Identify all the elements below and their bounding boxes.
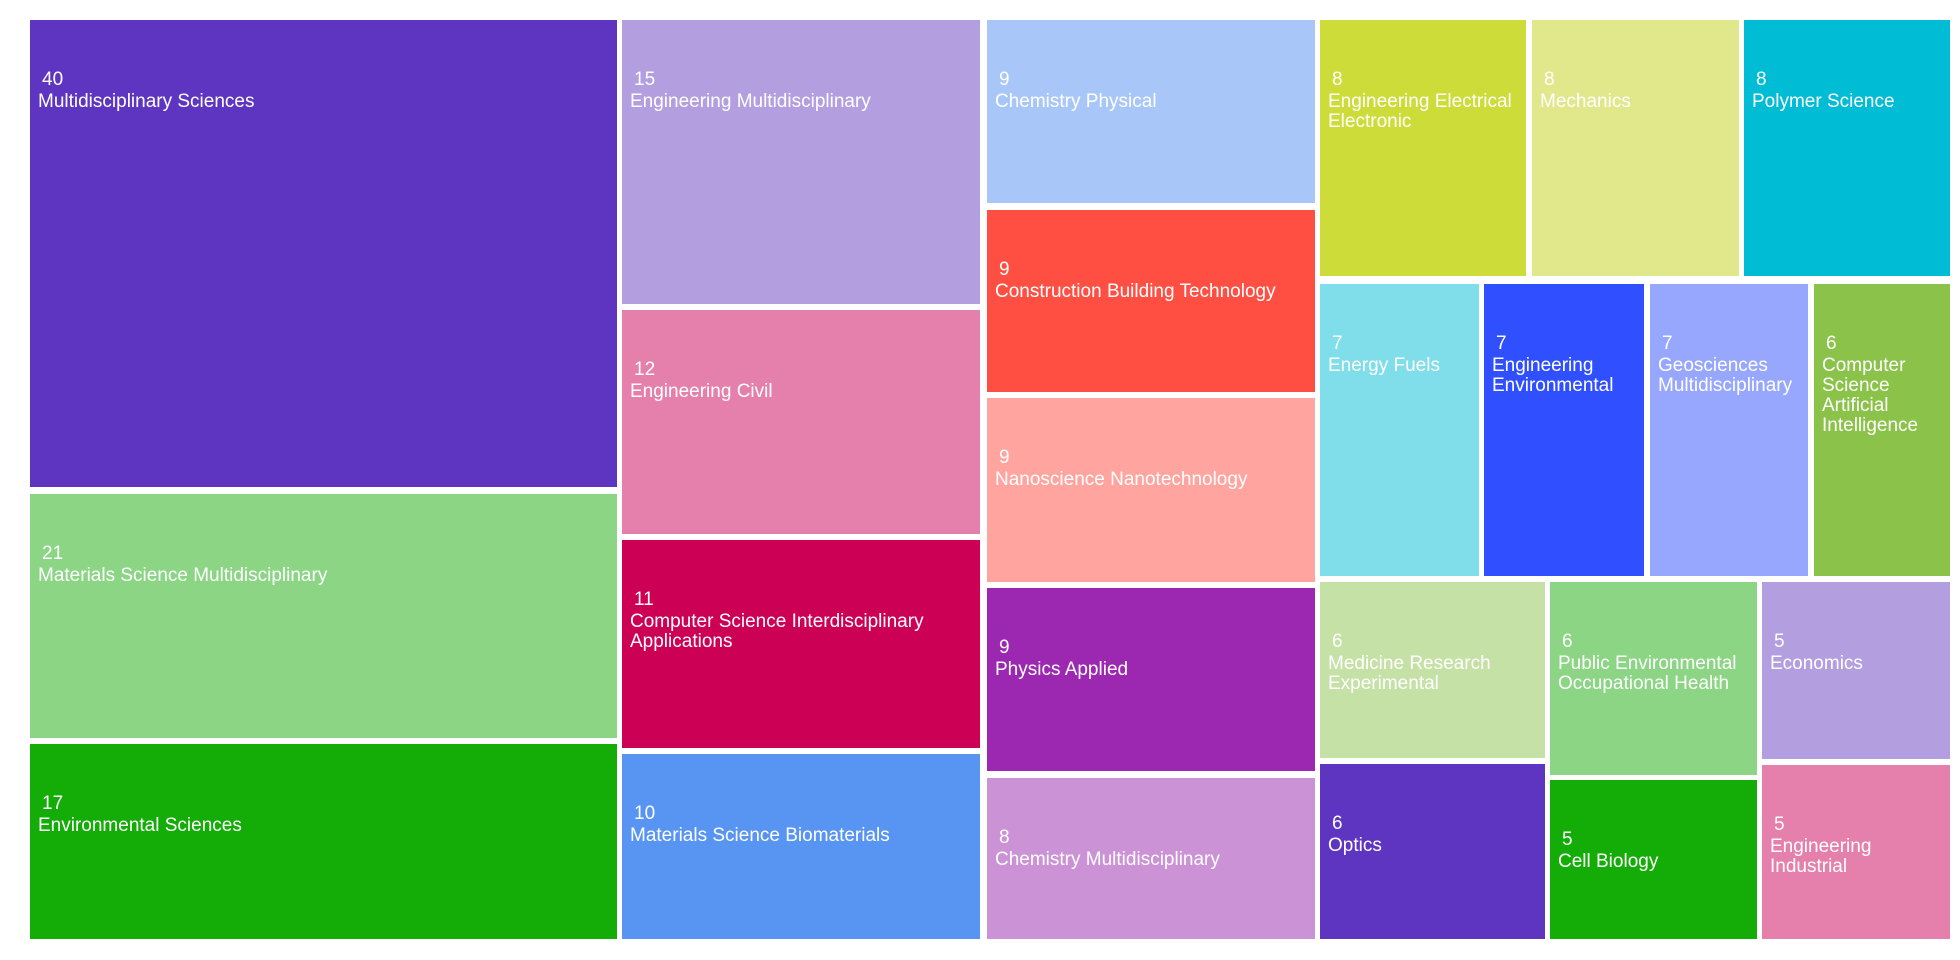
tile-value: 9 bbox=[999, 637, 1010, 658]
tile-label: Materials Science Biomaterials bbox=[630, 825, 890, 846]
tile-value: 6 bbox=[1826, 333, 1837, 354]
tile-construction-building-technology[interactable]: 9 Construction Building Technology bbox=[987, 210, 1315, 392]
tile-label: Physics Applied bbox=[995, 659, 1129, 680]
tile-optics[interactable]: 6 Optics bbox=[1320, 764, 1545, 939]
tile-economics[interactable]: 5 Economics bbox=[1762, 582, 1950, 759]
tile-value: 15 bbox=[634, 69, 656, 90]
tile-label: Computer Science Artificial Intelligence bbox=[1822, 355, 1919, 436]
tile-value: 8 bbox=[999, 827, 1010, 848]
tile-materials-science-biomaterials[interactable]: 10 Materials Science Biomaterials bbox=[622, 754, 980, 939]
tile-label: Computer Science Interdisciplinary Appli… bbox=[630, 611, 924, 652]
tile-label: Engineering Industrial bbox=[1770, 836, 1872, 877]
tile-label: Multidisciplinary Sciences bbox=[38, 91, 255, 112]
tile-value: 6 bbox=[1562, 631, 1573, 652]
tile-value: 40 bbox=[42, 69, 64, 90]
tile-value: 5 bbox=[1774, 631, 1785, 652]
tile-label: Cell Biology bbox=[1558, 851, 1659, 872]
tile-nanoscience-nanotechnology[interactable]: 9 Nanoscience Nanotechnology bbox=[987, 398, 1315, 582]
tile-engineering-electrical-electronic[interactable]: 8 Engineering Electrical Electronic bbox=[1320, 20, 1526, 276]
tile-label: Chemistry Physical bbox=[995, 91, 1157, 112]
tile-energy-fuels[interactable]: 7 Energy Fuels bbox=[1320, 284, 1479, 576]
tile-environmental-sciences[interactable]: 17 Environmental Sciences bbox=[30, 744, 617, 939]
tile-engineering-civil[interactable]: 12 Engineering Civil bbox=[622, 310, 980, 534]
tile-label: Environmental Sciences bbox=[38, 815, 242, 836]
tile-medicine-research-experimental[interactable]: 6 Medicine Research Experimental bbox=[1320, 582, 1545, 758]
tile-label: Economics bbox=[1770, 653, 1863, 674]
tile-multidisciplinary-sciences[interactable]: 40 Multidisciplinary Sciences bbox=[30, 20, 617, 487]
tile-value: 12 bbox=[634, 359, 656, 380]
tile-label: Medicine Research Experimental bbox=[1328, 653, 1491, 694]
tile-value: 8 bbox=[1756, 69, 1767, 90]
tile-physics-applied[interactable]: 9 Physics Applied bbox=[987, 588, 1315, 771]
tile-label: Engineering Civil bbox=[630, 381, 773, 402]
tile-polymer-science[interactable]: 8 Polymer Science bbox=[1744, 20, 1950, 276]
tile-geosciences-multidisciplinary[interactable]: 7 Geosciences Multidisciplinary bbox=[1650, 284, 1808, 576]
tile-value: 7 bbox=[1332, 333, 1343, 354]
tile-value: 8 bbox=[1544, 69, 1555, 90]
tile-computer-science-interdisciplinary-applications[interactable]: 11 Computer Science Interdisciplinary App… bbox=[622, 540, 980, 748]
tile-value: 17 bbox=[42, 793, 64, 814]
tile-label: Public Environmental Occupational Health bbox=[1558, 653, 1737, 694]
tile-value: 6 bbox=[1332, 631, 1343, 652]
tile-value: 8 bbox=[1332, 69, 1343, 90]
tile-public-environmental-occupational-health[interactable]: 6 Public Environmental Occupational Healt… bbox=[1550, 582, 1757, 775]
tile-value: 6 bbox=[1332, 813, 1343, 834]
tile-label: Materials Science Multidisciplinary bbox=[38, 565, 328, 586]
tile-materials-science-multidisciplinary[interactable]: 21 Materials Science Multidisciplinary bbox=[30, 494, 617, 738]
tile-value: 9 bbox=[999, 69, 1010, 90]
tile-mechanics[interactable]: 8 Mechanics bbox=[1532, 20, 1739, 276]
tile-label: Mechanics bbox=[1540, 91, 1631, 112]
tile-computer-science-artificial-intelligence[interactable]: 6 Computer Science Artificial Intelligenc… bbox=[1814, 284, 1950, 576]
tile-value: 7 bbox=[1496, 333, 1507, 354]
tile-value: 9 bbox=[999, 447, 1010, 468]
tile-value: 9 bbox=[999, 259, 1010, 280]
tile-chemistry-physical[interactable]: 9 Chemistry Physical bbox=[987, 20, 1315, 203]
tile-label: Nanoscience Nanotechnology bbox=[995, 469, 1248, 490]
tile-value: 21 bbox=[42, 543, 64, 564]
tile-value: 7 bbox=[1662, 333, 1673, 354]
tile-value: 5 bbox=[1774, 814, 1785, 835]
tile-label: Polymer Science bbox=[1752, 91, 1895, 112]
tile-label: Energy Fuels bbox=[1328, 355, 1440, 376]
tile-label: Chemistry Multidisciplinary bbox=[995, 849, 1220, 870]
tile-label: Engineering Environmental bbox=[1492, 355, 1614, 396]
tile-label: Engineering Multidisciplinary bbox=[630, 91, 871, 112]
tile-value: 10 bbox=[634, 803, 656, 824]
tile-value: 5 bbox=[1562, 829, 1573, 850]
tile-engineering-environmental[interactable]: 7 Engineering Environmental bbox=[1484, 284, 1644, 576]
tile-chemistry-multidisciplinary[interactable]: 8 Chemistry Multidisciplinary bbox=[987, 778, 1315, 939]
tile-engineering-multidisciplinary[interactable]: 15 Engineering Multidisciplinary bbox=[622, 20, 980, 304]
tile-value: 11 bbox=[634, 589, 654, 610]
tile-engineering-industrial[interactable]: 5 Engineering Industrial bbox=[1762, 765, 1950, 939]
tile-label: Construction Building Technology bbox=[995, 281, 1276, 302]
tile-label: Geosciences Multidisciplinary bbox=[1658, 355, 1793, 396]
tile-cell-biology[interactable]: 5 Cell Biology bbox=[1550, 780, 1757, 939]
tile-label: Engineering Electrical Electronic bbox=[1328, 91, 1512, 132]
tile-label: Optics bbox=[1328, 835, 1382, 856]
